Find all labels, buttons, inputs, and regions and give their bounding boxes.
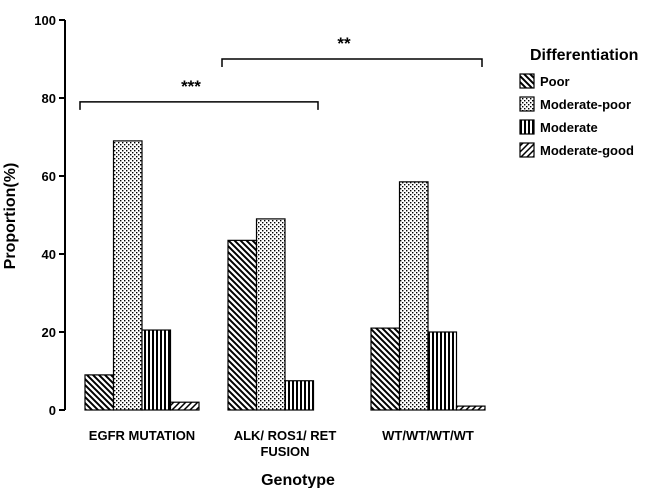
- y-tick-label: 100: [34, 13, 56, 28]
- y-tick-label: 40: [42, 247, 56, 262]
- legend-label: Moderate-poor: [540, 97, 631, 112]
- axes: 0 20 40 60 80 100 EGFR MUTATION ALK/ ROS1/ RETF…: [34, 13, 474, 459]
- x-category-label: ALK/ ROS1/ RET: [234, 428, 337, 443]
- bar-poor: [84, 374, 115, 411]
- legend-label: Moderate: [540, 120, 598, 135]
- significance-label: ***: [181, 77, 201, 96]
- x-category-label: WT/WT/WT/WT: [382, 428, 474, 443]
- x-axis-title: Genotype: [261, 472, 335, 488]
- x-category-label: EGFR MUTATION: [89, 428, 195, 443]
- y-tick-label: 0: [49, 403, 56, 418]
- significance-annotations: *****: [79, 34, 483, 110]
- x-category-label: FUSION: [260, 444, 309, 459]
- bar-moderate-poor: [255, 218, 286, 411]
- legend-swatch: [519, 142, 535, 158]
- bar-moderate: [284, 380, 315, 411]
- bar-moderate: [427, 331, 458, 411]
- bar-poor: [370, 327, 401, 411]
- legend-label: Poor: [540, 74, 570, 89]
- bar-moderate-good: [455, 405, 486, 411]
- legend: Poor Moderate-poor Moderate Moderate-good: [519, 73, 634, 158]
- legend-swatch: [519, 119, 535, 135]
- legend-swatch: [519, 96, 535, 112]
- legend-label: Moderate-good: [540, 143, 634, 158]
- significance-bracket: [79, 101, 319, 110]
- legend-swatch: [519, 73, 535, 89]
- y-tick-label: 60: [42, 169, 56, 184]
- bar-moderate: [141, 329, 172, 411]
- bar-moderate-poor: [112, 140, 143, 411]
- y-tick-label: 80: [42, 91, 56, 106]
- significance-bracket: [221, 58, 483, 67]
- significance-label: **: [337, 34, 351, 53]
- y-tick-label: 20: [42, 325, 56, 340]
- legend-title: Differentiation: [530, 47, 638, 64]
- bar-poor: [227, 239, 258, 411]
- bar-moderate-poor: [398, 181, 429, 411]
- y-axis-title: Proportion(%): [2, 163, 19, 270]
- bars: [84, 140, 486, 411]
- bar-moderate-good: [169, 401, 200, 411]
